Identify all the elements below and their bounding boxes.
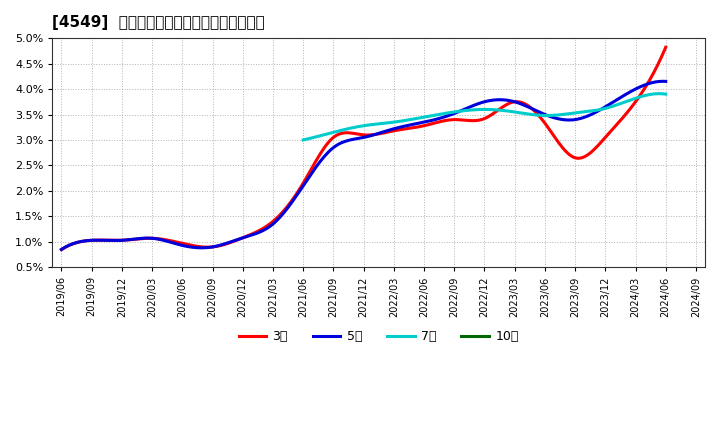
Line: 7年: 7年	[303, 94, 666, 140]
5年	[59, 246, 68, 251]
5年	[662, 79, 670, 84]
3年	[415, 124, 423, 129]
7年	[300, 137, 309, 143]
7年	[662, 92, 670, 97]
5年	[605, 102, 613, 107]
Line: 3年: 3年	[61, 47, 666, 249]
Legend: 3年, 5年, 7年, 10年: 3年, 5年, 7年, 10年	[234, 325, 523, 348]
7年	[655, 91, 664, 96]
3年	[567, 153, 575, 158]
5年	[567, 117, 575, 123]
5年	[427, 118, 436, 123]
5年	[57, 247, 66, 252]
5年	[417, 120, 426, 125]
5年	[660, 79, 668, 84]
7年	[299, 137, 307, 143]
7年	[604, 105, 613, 110]
3年	[427, 121, 436, 127]
Text: [4549]  経常利益マージンの標準偏差の推移: [4549] 経常利益マージンの標準偏差の推移	[53, 15, 265, 30]
3年	[417, 124, 426, 129]
7年	[627, 97, 636, 102]
3年	[59, 246, 68, 251]
7年	[515, 110, 523, 115]
Line: 5年: 5年	[61, 81, 666, 249]
5年	[415, 121, 423, 126]
7年	[513, 110, 522, 115]
7年	[521, 111, 529, 116]
3年	[605, 131, 613, 136]
3年	[662, 44, 670, 50]
3年	[57, 247, 66, 252]
